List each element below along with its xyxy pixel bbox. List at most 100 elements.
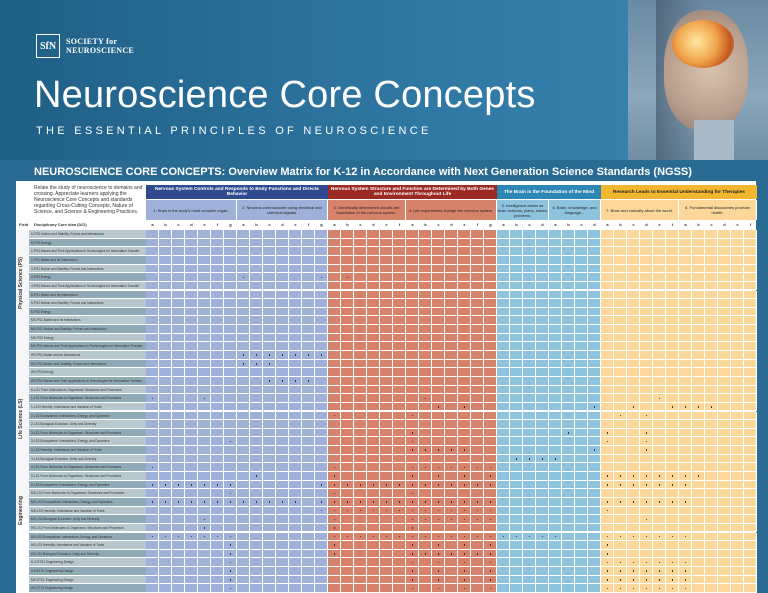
matrix-cell	[692, 428, 705, 438]
matrix-cell	[627, 463, 640, 472]
matrix-cell	[705, 333, 718, 343]
matrix-cell	[510, 480, 523, 490]
matrix-cell	[705, 515, 718, 524]
alignment-mark	[606, 509, 609, 512]
matrix-cell	[289, 532, 302, 542]
column-letter: d	[281, 222, 284, 227]
matrix-cell	[341, 359, 354, 369]
matrix-cell	[393, 428, 406, 438]
alignment-mark	[658, 535, 661, 538]
matrix-cell	[211, 359, 224, 369]
matrix-cell	[614, 402, 627, 412]
matrix-cell	[484, 411, 497, 421]
alignment-mark	[606, 483, 609, 486]
matrix-cell	[614, 549, 627, 559]
matrix-cell	[562, 281, 575, 291]
matrix-cell	[146, 446, 159, 455]
alignment-mark	[645, 561, 648, 564]
matrix-cell	[562, 454, 575, 464]
matrix-cell	[497, 351, 510, 360]
matrix-cell	[614, 351, 627, 360]
column-letter: g	[489, 222, 492, 227]
alignment-mark	[671, 561, 674, 564]
matrix-cell	[497, 549, 510, 559]
sfn-logo[interactable]: SfN SOCIETY for NEUROSCIENCE	[36, 34, 134, 58]
matrix-cell	[744, 264, 757, 274]
dci-row-label: HS-LS1 From Molecules to Organisms: Stru…	[29, 523, 146, 533]
matrix-cell	[627, 316, 640, 326]
matrix-cell	[393, 515, 406, 524]
matrix-cell	[562, 523, 575, 533]
matrix-cell	[627, 351, 640, 360]
matrix-cell	[328, 428, 341, 438]
matrix-cell	[718, 333, 731, 343]
matrix-cell	[471, 454, 484, 464]
alignment-mark	[450, 501, 453, 503]
alignment-mark	[424, 509, 427, 512]
alignment-mark	[632, 579, 635, 581]
matrix-cell	[640, 247, 653, 256]
matrix-cell	[549, 497, 562, 507]
matrix-cell	[159, 394, 172, 403]
matrix-cell	[692, 342, 705, 351]
alignment-mark	[645, 570, 648, 572]
matrix-cell	[367, 428, 380, 438]
matrix-cell	[250, 402, 263, 412]
matrix-cell	[692, 549, 705, 559]
matrix-cell	[692, 558, 705, 568]
matrix-cell	[497, 480, 510, 490]
matrix-body: Physical Science (PS) Life Science (LS) En…	[16, 230, 757, 593]
matrix-cell	[224, 394, 237, 403]
matrix-cell	[159, 264, 172, 274]
matrix-cell	[458, 281, 471, 291]
matrix-cell	[172, 549, 185, 559]
matrix-cell	[718, 446, 731, 455]
alignment-mark	[606, 553, 609, 555]
alignment-mark	[229, 553, 232, 555]
matrix-cell	[445, 376, 458, 386]
matrix-cell	[575, 480, 588, 490]
matrix-cell	[354, 463, 367, 472]
matrix-cell	[640, 489, 653, 498]
matrix-cell	[341, 558, 354, 568]
matrix-cell	[198, 281, 211, 291]
matrix-cell	[393, 376, 406, 386]
matrix-cell	[588, 359, 601, 369]
matrix-cell	[367, 463, 380, 472]
matrix-cell	[588, 584, 601, 593]
matrix-cell	[471, 230, 484, 239]
alignment-mark	[411, 535, 414, 538]
matrix-cell	[562, 299, 575, 308]
matrix-cell	[640, 549, 653, 559]
matrix-cell	[510, 549, 523, 559]
matrix-cell	[224, 446, 237, 455]
matrix-cell	[172, 437, 185, 447]
matrix-cell	[380, 368, 393, 377]
matrix-cell	[614, 420, 627, 429]
matrix-cell	[484, 325, 497, 334]
concept-subheader: 6. Brain, knowledge, and language...	[549, 200, 601, 220]
matrix-cell	[159, 359, 172, 369]
matrix-cell	[471, 299, 484, 308]
matrix-cell	[614, 394, 627, 403]
matrix-cell	[510, 342, 523, 351]
matrix-cell	[562, 247, 575, 256]
alignment-mark	[424, 483, 427, 486]
matrix-cell	[705, 264, 718, 274]
matrix-cell	[679, 523, 692, 533]
alignment-mark	[437, 406, 440, 408]
matrix-cell	[432, 411, 445, 421]
matrix-cell	[536, 584, 549, 593]
matrix-cell	[419, 255, 432, 265]
matrix-cell	[341, 316, 354, 326]
group-header: Research Leads to Essential Understandin…	[601, 185, 757, 199]
matrix-cell	[224, 376, 237, 386]
matrix-cell	[419, 264, 432, 274]
matrix-cell	[406, 247, 419, 256]
matrix-cell	[185, 333, 198, 343]
matrix-cell	[367, 299, 380, 308]
matrix-cell	[614, 454, 627, 464]
matrix-cell	[510, 281, 523, 291]
matrix-cell	[536, 342, 549, 351]
matrix-cell	[276, 238, 289, 248]
